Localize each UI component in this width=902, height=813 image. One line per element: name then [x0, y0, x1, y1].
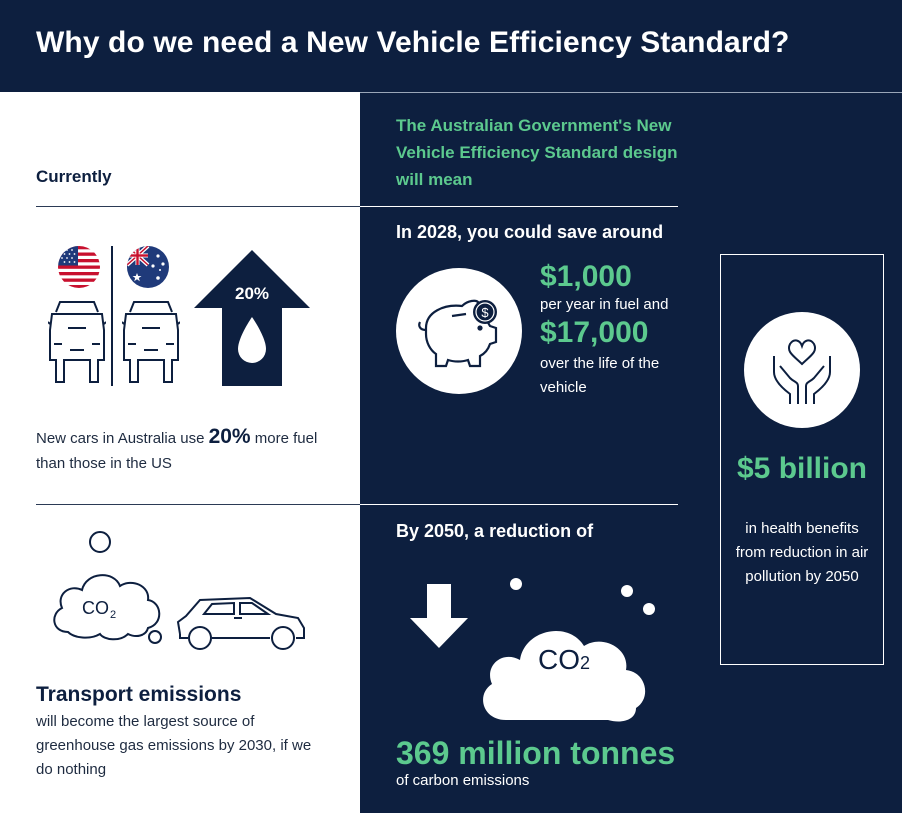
currently-label: Currently — [36, 167, 112, 186]
arrow-percent-label: 20% — [234, 284, 270, 303]
savings-heading: In 2028, you could save around — [396, 222, 664, 242]
australia-flag-icon — [127, 246, 169, 288]
left-divider-top — [36, 206, 360, 207]
fuel-text-before: New cars in Australia use — [36, 430, 209, 447]
co2-right-sub: 2 — [580, 653, 591, 673]
reduction-sub: of carbon emissions — [396, 772, 530, 789]
header-divider — [360, 92, 902, 93]
transport-title: Transport emissions — [36, 683, 242, 706]
savings-life-text: over the life of the vehicle — [540, 355, 660, 396]
fuel-text-after: more fuel than those in the US — [36, 430, 318, 472]
co2-cloud-icon: CO 2 — [53, 531, 162, 644]
savings-per-year-amount: $1,000 — [540, 260, 632, 293]
car-front-icon — [122, 301, 180, 383]
co2-left-label: CO — [82, 598, 109, 618]
dollar-coin-icon: $ — [473, 300, 497, 324]
piggy-bank-icon — [396, 268, 522, 394]
savings-life-amount: $17,000 — [540, 316, 649, 349]
co2-right-text: CO — [538, 644, 580, 675]
reduction-amount: 369 million tonnes — [396, 735, 676, 771]
co2-right-label: CO2 — [538, 644, 590, 676]
page-header: Why do we need a New Vehicle Efficiency … — [0, 0, 902, 92]
car-front-icon — [48, 301, 106, 383]
health-benefit-amount: $5 billion — [736, 452, 868, 485]
right-divider-middle — [360, 504, 678, 505]
right-divider-top — [360, 206, 678, 207]
svg-text:$: $ — [481, 305, 489, 320]
comparison-separator — [111, 246, 113, 386]
fuel-text-highlight: 20% — [208, 425, 251, 448]
transport-body: will become the largest source of greenh… — [36, 713, 312, 778]
co2-cloud-icon — [483, 578, 655, 722]
co2-left-sub: 2 — [110, 609, 116, 621]
page-title: Why do we need a New Vehicle Efficiency … — [36, 26, 790, 59]
savings-per-year-text: per year in fuel and — [540, 296, 669, 313]
fuel-comparison-text: New cars in Australia use 20% more fuel … — [36, 424, 326, 476]
down-arrow-icon — [410, 584, 468, 648]
health-benefit-text: in health benefits from reduction in air… — [735, 520, 869, 585]
reduction-heading: By 2050, a reduction of — [396, 521, 594, 541]
heart-hands-icon — [744, 312, 860, 428]
health-benefits-box — [720, 254, 884, 665]
government-standard-title: The Australian Government's New Vehicle … — [396, 116, 678, 189]
fuel-drop-icon — [238, 317, 266, 363]
us-flag-icon — [58, 246, 100, 288]
left-divider-middle — [36, 504, 360, 505]
suv-car-icon — [176, 596, 305, 650]
